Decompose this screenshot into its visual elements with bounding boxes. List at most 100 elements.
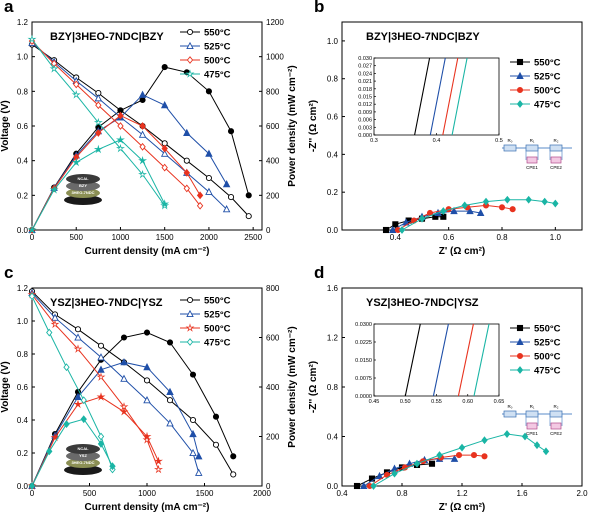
power-point bbox=[183, 168, 190, 177]
inset-x-tick-label: 0.55 bbox=[431, 399, 442, 405]
power-point bbox=[142, 431, 152, 441]
resistor-label: R₀ bbox=[507, 138, 512, 143]
voltage-point bbox=[97, 353, 105, 361]
voltage-point bbox=[63, 363, 70, 372]
voltage-point bbox=[205, 187, 213, 195]
nyquist-point bbox=[413, 459, 421, 468]
nyquist-point bbox=[398, 226, 406, 234]
power-point bbox=[46, 447, 53, 456]
legend-label: 550°C bbox=[204, 28, 231, 39]
nyquist-point bbox=[382, 226, 390, 234]
voltage-point bbox=[166, 419, 174, 427]
y-tick-label: 1.2 bbox=[327, 334, 339, 343]
y-tick-label: 0.4 bbox=[17, 416, 29, 425]
resistor-element bbox=[525, 144, 539, 152]
y-tick-label: 0.2 bbox=[17, 449, 29, 458]
stack-top-layer bbox=[66, 174, 100, 184]
voltage-point bbox=[138, 130, 147, 138]
y-tick-label: 0.8 bbox=[327, 75, 339, 84]
power-point bbox=[143, 329, 151, 336]
power-line bbox=[31, 115, 201, 231]
power-point bbox=[80, 415, 87, 424]
power-point bbox=[97, 365, 105, 373]
y-tick-label: 0.0 bbox=[17, 226, 29, 235]
y2-tick-label: 0 bbox=[266, 226, 271, 235]
power-line bbox=[31, 361, 200, 487]
power-point bbox=[189, 429, 197, 438]
power-point bbox=[227, 128, 235, 135]
stack-layer-label: 3HEO-7NDC bbox=[71, 190, 94, 195]
nyquist-point bbox=[370, 482, 377, 490]
inset-y-tick-label: 0.030 bbox=[358, 56, 372, 62]
voltage-point bbox=[120, 374, 128, 382]
legend-marker bbox=[516, 324, 524, 332]
power-point bbox=[154, 456, 163, 466]
inset-x-tick-label: 0.60 bbox=[462, 399, 473, 405]
y2-tick-label: 1200 bbox=[266, 18, 284, 27]
panel-title: YSZ|3HEO-7NDC|YSZ bbox=[366, 297, 479, 309]
voltage-point bbox=[117, 122, 124, 130]
legend-label: 500°C bbox=[204, 324, 231, 335]
voltage-point bbox=[74, 326, 82, 333]
resistor-element bbox=[525, 410, 539, 418]
voltage-point bbox=[154, 464, 163, 474]
stack-layer-label: YSZ bbox=[79, 453, 87, 458]
legend-marker bbox=[516, 71, 524, 80]
legend-marker bbox=[516, 100, 524, 108]
voltage-point bbox=[143, 377, 151, 384]
voltage-point bbox=[205, 174, 212, 182]
voltage-point bbox=[139, 142, 146, 151]
legend-marker bbox=[185, 323, 195, 332]
power-point bbox=[161, 144, 168, 153]
y-tick-label: 0.0 bbox=[327, 482, 339, 491]
voltage-point bbox=[74, 333, 82, 341]
legend-label: 525°C bbox=[534, 338, 561, 349]
x-tick-label: 1500 bbox=[196, 489, 214, 498]
x-tick-label: 500 bbox=[83, 489, 97, 498]
y2-tick-label: 600 bbox=[266, 122, 280, 131]
voltage-point bbox=[160, 149, 169, 157]
y-axis-label: Voltage (V) bbox=[0, 361, 11, 412]
cpe-label: CPE1 bbox=[526, 165, 538, 170]
power-point bbox=[143, 363, 151, 371]
cell-stack-icon: NCAL BZY 3HEO-7NDC bbox=[64, 174, 102, 205]
zoom-inset: 0.45 0.50 0.55 0.60 0.65 0.0000 0.0075 0.0150 0.… bbox=[355, 322, 504, 405]
inset-y-tick-label: 0.009 bbox=[358, 110, 372, 116]
stack-base bbox=[64, 195, 102, 205]
nyquist-point bbox=[391, 469, 398, 478]
legend-label: 475°C bbox=[534, 366, 561, 377]
power-point bbox=[166, 339, 174, 346]
legend-marker bbox=[185, 69, 195, 78]
stack-layer-label: BZY bbox=[79, 183, 87, 188]
series-3 bbox=[27, 34, 170, 234]
voltage-point bbox=[161, 163, 168, 172]
voltage-point bbox=[212, 441, 220, 448]
inset-curve bbox=[442, 57, 459, 136]
power-point bbox=[160, 199, 170, 208]
voltage-point bbox=[93, 117, 103, 127]
voltage-point bbox=[80, 396, 87, 405]
nyquist-point bbox=[476, 208, 485, 217]
voltage-line bbox=[31, 40, 201, 207]
inset-x-tick-label: 0.45 bbox=[369, 399, 380, 405]
polarization-panel-c: c 0 500 1000 1500 2000 0.0 0.2 0.4 0.6 0.8 1.0 1.2 0 2… bbox=[0, 263, 298, 513]
nyquist-point bbox=[533, 441, 541, 450]
stack-top-layer bbox=[66, 444, 100, 454]
y-tick-label: 1.0 bbox=[17, 317, 29, 326]
nyquist-point bbox=[466, 206, 474, 215]
power-point bbox=[49, 185, 59, 194]
voltage-point bbox=[196, 201, 204, 210]
nyquist-point bbox=[552, 199, 559, 208]
stack-electrolyte-layer bbox=[66, 458, 100, 468]
voltage-point bbox=[73, 80, 80, 89]
legend-marker bbox=[186, 296, 194, 304]
inset-curve bbox=[457, 323, 474, 397]
stack-layer-label: 3HEO-7NDC bbox=[71, 460, 94, 465]
power-point bbox=[205, 149, 213, 157]
cpe-label: CPE2 bbox=[550, 165, 562, 170]
power-line bbox=[31, 66, 250, 231]
panel-letter: a bbox=[4, 0, 14, 16]
inset-frame bbox=[373, 323, 500, 397]
y-tick-label: 0.6 bbox=[327, 113, 339, 122]
